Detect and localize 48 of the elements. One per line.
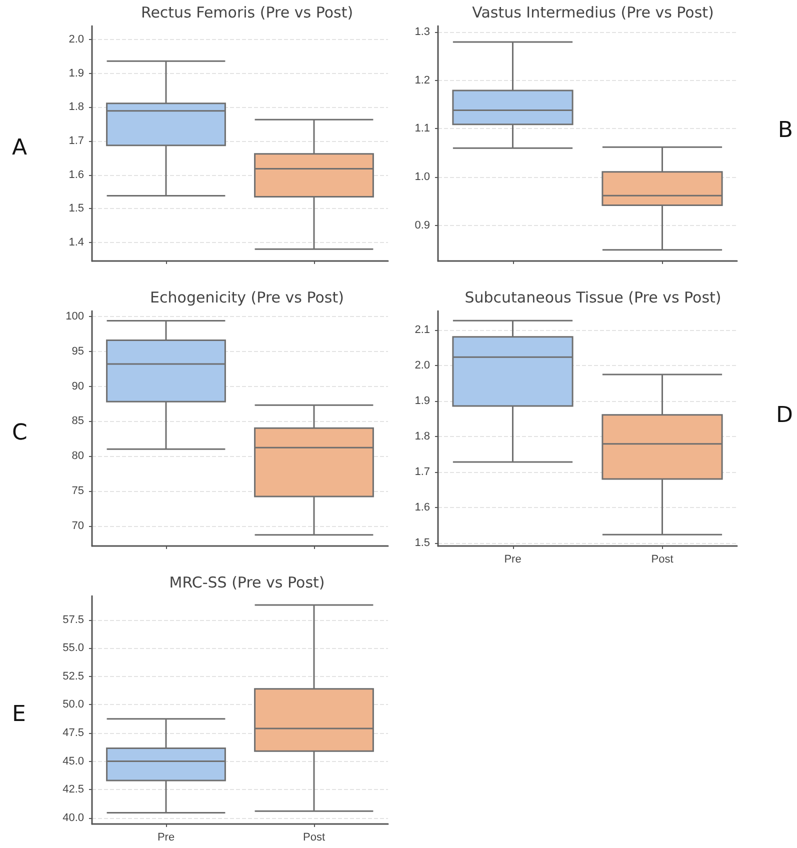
chart-title: Vastus Intermedius (Pre vs Post) <box>472 4 714 22</box>
y-tick-label: 75 <box>72 484 84 497</box>
chart-title: Subcutaneous Tissue (Pre vs Post) <box>464 288 722 306</box>
y-tick-label: 45.0 <box>62 755 84 768</box>
y-tick-label: 1.8 <box>68 101 84 114</box>
y-tick-label: 1.6 <box>68 168 84 181</box>
x-tick-label: Pre <box>157 832 175 844</box>
y-tick-label: 1.5 <box>68 202 84 215</box>
y-tick-label: 90 <box>72 380 84 392</box>
y-tick-label: 1.1 <box>414 122 430 135</box>
y-tick-label: 0.9 <box>414 220 430 232</box>
x-tick-label: Pre <box>504 554 522 566</box>
y-tick-label: 2.0 <box>414 360 430 372</box>
y-tick-label: 1.6 <box>414 501 430 514</box>
chart-title: MRC-SS (Pre vs Post) <box>169 574 325 592</box>
text: B <box>778 118 793 144</box>
y-tick-label: 55.0 <box>62 642 84 654</box>
x-tick-label: Post <box>302 832 326 844</box>
text: E <box>12 702 26 727</box>
y-tick-label: 1.8 <box>414 430 430 442</box>
y-tick-label: 1.5 <box>414 536 430 549</box>
y-tick-label: 80 <box>72 450 84 462</box>
y-tick-label: 85 <box>72 415 84 428</box>
y-tick-label: 57.5 <box>62 614 84 626</box>
y-tick-label: 50.0 <box>62 698 84 711</box>
y-tick-label: 1.9 <box>68 67 84 80</box>
x-tick-label: Post <box>651 554 674 566</box>
y-tick-label: 1.7 <box>68 134 84 147</box>
y-tick-label: 1.9 <box>414 395 430 408</box>
y-tick-label: 70 <box>72 520 84 532</box>
y-tick-label: 1.0 <box>414 171 430 184</box>
y-tick-label: 95 <box>72 345 84 358</box>
text: A <box>12 135 28 160</box>
y-tick-label: 47.5 <box>62 726 84 739</box>
y-tick-label: 2.1 <box>414 324 430 336</box>
chart-title: Echogenicity (Pre vs Post) <box>150 288 344 306</box>
y-tick-label: 1.3 <box>414 26 430 38</box>
y-tick-label: 1.4 <box>68 236 84 248</box>
y-tick-label: 100 <box>66 310 84 323</box>
text: C <box>12 420 28 446</box>
y-tick-label: 2.0 <box>68 34 84 46</box>
y-tick-label: 40.0 <box>62 812 84 824</box>
chart-title: Rectus Femoris (Pre vs Post) <box>140 4 354 22</box>
y-tick-label: 1.2 <box>414 74 430 86</box>
y-tick-label: 1.7 <box>414 466 430 478</box>
text: D <box>776 403 794 428</box>
y-tick-label: 42.5 <box>62 784 84 796</box>
y-tick-label: 52.5 <box>62 670 84 682</box>
